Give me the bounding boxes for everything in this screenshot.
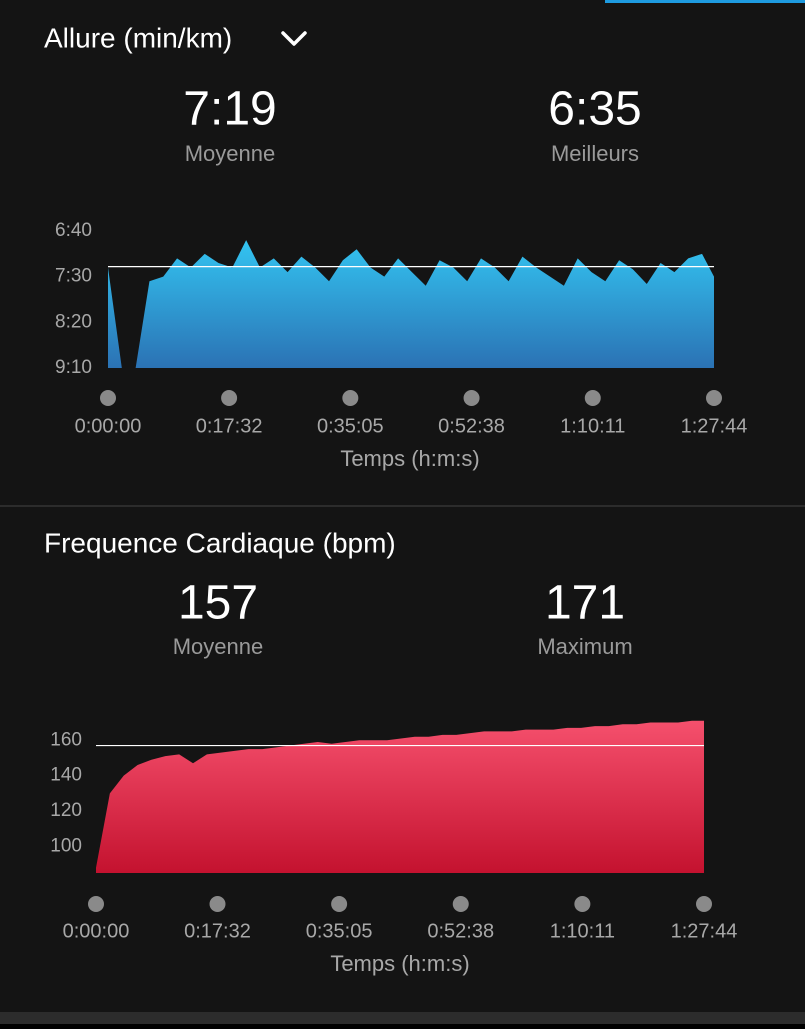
panel <box>0 0 805 505</box>
chart-title: Frequence Cardiaque (bpm) <box>44 527 396 558</box>
separator <box>0 1012 805 1024</box>
x-tick-label: 1:27:44 <box>681 415 748 437</box>
dropdown-chevron[interactable] <box>281 31 307 46</box>
y-tick-label: 9:10 <box>55 357 92 378</box>
x-tick-dot <box>331 896 348 912</box>
x-tick-label: 0:35:05 <box>306 920 373 942</box>
x-tick-dot <box>584 390 601 406</box>
x-tick-dot <box>574 896 591 912</box>
stat-value: 6:35 <box>548 83 641 136</box>
stat-caption: Maximum <box>537 634 632 659</box>
y-tick-label: 120 <box>50 800 82 821</box>
x-tick-label: 0:00:00 <box>63 920 130 942</box>
x-tick-dot <box>209 896 226 912</box>
stat-value: 157 <box>178 577 258 630</box>
x-tick-label: 1:27:44 <box>671 920 738 942</box>
chart-title: Allure (min/km) <box>44 22 232 53</box>
y-tick-label: 160 <box>50 729 82 750</box>
x-tick-dot <box>88 896 104 912</box>
x-tick-dot <box>463 390 480 406</box>
stat-caption: Moyenne <box>185 141 276 166</box>
x-axis-title: Temps (h:m:s) <box>330 951 469 976</box>
x-tick-label: 0:52:38 <box>438 415 505 437</box>
x-tick-dot <box>100 390 116 406</box>
y-tick-label: 7:30 <box>55 266 92 287</box>
x-tick-label: 1:10:11 <box>550 920 615 942</box>
x-tick-dot <box>342 390 359 406</box>
x-tick-label: 0:17:32 <box>196 415 263 437</box>
x-tick-dot <box>696 896 712 912</box>
y-tick-label: 100 <box>50 835 82 856</box>
x-tick-label: 0:52:38 <box>427 920 494 942</box>
area <box>96 720 704 873</box>
y-tick-label: 8:20 <box>55 311 92 332</box>
stat-value: 7:19 <box>183 83 276 136</box>
tab-indicator <box>605 0 805 3</box>
stat-value: 171 <box>545 577 625 630</box>
y-tick-label: 6:40 <box>55 220 92 241</box>
x-tick-label: 0:00:00 <box>75 415 142 437</box>
x-tick-label: 0:17:32 <box>184 920 251 942</box>
x-tick-dot <box>706 390 722 406</box>
x-tick-label: 0:35:05 <box>317 415 384 437</box>
x-tick-dot <box>452 896 469 912</box>
separator <box>0 505 805 507</box>
y-tick-label: 140 <box>50 765 82 786</box>
area <box>108 240 714 368</box>
stat-caption: Moyenne <box>173 634 264 659</box>
x-axis-title: Temps (h:m:s) <box>340 446 479 471</box>
x-tick-dot <box>221 390 238 406</box>
x-tick-label: 1:10:11 <box>560 415 625 437</box>
stat-caption: Meilleurs <box>551 141 639 166</box>
